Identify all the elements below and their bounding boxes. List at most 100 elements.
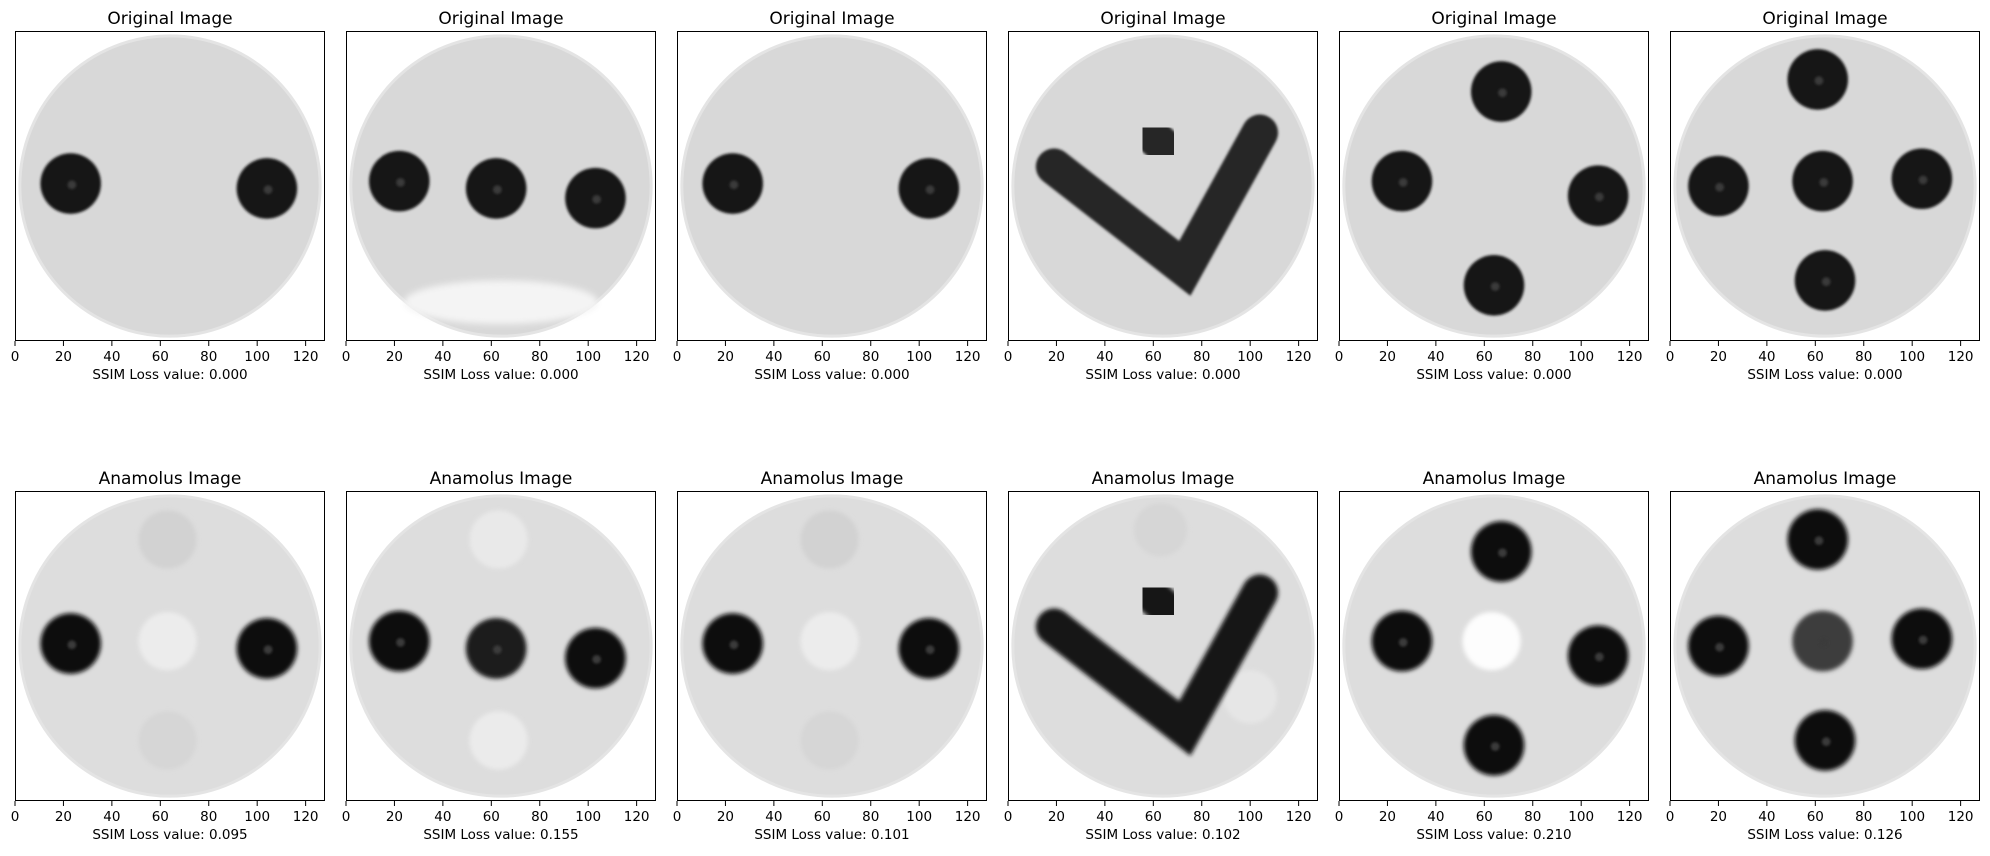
dot-highlight [1715, 642, 1725, 652]
x-tick-label: 60 [1807, 809, 1824, 825]
dot-highlight [592, 194, 602, 204]
x-tick-label: 40 [1427, 809, 1444, 825]
panel: Anamolus Image 0 20 40 60 80 100 120 SSIM Loss v… [1004, 469, 1318, 843]
x-tick-label: 20 [717, 809, 734, 825]
x-tick-label: 120 [624, 809, 650, 825]
x-tick-label: 60 [1145, 349, 1162, 365]
ssim-loss-label: SSIM Loss value: 0.102 [1085, 827, 1240, 843]
dot-highlight [396, 638, 405, 647]
panel: Anamolus Image 0 20 40 60 80 100 120 SSIM Loss v… [673, 469, 987, 843]
x-tick-label: 80 [1855, 349, 1872, 365]
x-tick-label: 100 [1899, 349, 1925, 365]
dot-highlight [1498, 88, 1507, 98]
dot-highlight [592, 654, 602, 664]
x-tick-label: 0 [1666, 349, 1675, 365]
ghost-dot [138, 612, 197, 671]
x-tick-label: 60 [1145, 809, 1162, 825]
x-tick-label: 40 [1427, 349, 1444, 365]
x-tick-label: 0 [342, 349, 351, 365]
ghost-dot [469, 510, 528, 569]
panel-grid: Original Image 0 20 40 60 80 100 120 SSIM Loss v… [11, 9, 1980, 843]
panel-image [1339, 31, 1649, 341]
x-tick-label: 120 [1617, 809, 1643, 825]
dot-highlight [1918, 175, 1928, 185]
ssim-loss-label: SSIM Loss value: 0.000 [92, 367, 247, 383]
x-tick-label: 20 [1048, 809, 1065, 825]
dot-highlight [263, 185, 273, 194]
panel: Original Image 0 20 40 60 80 100 120 SSIM Loss v… [11, 9, 325, 383]
dot-highlight [1490, 282, 1500, 291]
dot-highlight [1918, 635, 1928, 645]
x-tick-label: 100 [244, 809, 270, 825]
x-tick-label: 100 [1237, 809, 1263, 825]
axes-frame [1670, 491, 1980, 801]
x-tick-label: 40 [765, 809, 782, 825]
x-tick-label: 0 [673, 349, 682, 365]
axes-frame [1008, 31, 1318, 341]
x-tick-label: 40 [103, 809, 120, 825]
dot-highlight [67, 180, 77, 190]
axes-frame [346, 491, 656, 801]
panel: Original Image 0 20 40 60 80 100 120 SSIM Loss v… [1004, 9, 1318, 383]
panel: Anamolus Image 0 20 40 60 80 100 120 SSIM Loss v… [342, 469, 656, 843]
dot-highlight [493, 185, 502, 194]
dot-highlight [729, 180, 739, 190]
x-tick-label: 120 [1286, 349, 1312, 365]
axes-frame [677, 491, 987, 801]
ghost-dot [469, 711, 528, 770]
panel-title: Original Image [769, 9, 894, 29]
dish-disk [1342, 34, 1646, 338]
ssim-loss-label: SSIM Loss value: 0.210 [1416, 827, 1571, 843]
x-tick-label: 80 [1855, 809, 1872, 825]
panel-title: Anamolus Image [761, 469, 904, 489]
x-tick-label: 100 [1237, 349, 1263, 365]
x-tick-label: 0 [1666, 809, 1675, 825]
ghost-dot [138, 711, 197, 770]
x-tick-label: 80 [1524, 349, 1541, 365]
x-tick-label: 80 [1524, 809, 1541, 825]
checkmark-nub [1130, 574, 1187, 628]
ssim-loss-label: SSIM Loss value: 0.095 [92, 827, 247, 843]
ssim-loss-label: SSIM Loss value: 0.000 [1085, 367, 1240, 383]
ssim-loss-label: SSIM Loss value: 0.000 [1416, 367, 1571, 383]
x-tick-label: 20 [55, 809, 72, 825]
dish-disk [18, 34, 322, 338]
x-tick-label: 40 [1758, 349, 1775, 365]
panel-image [346, 491, 656, 801]
dot-highlight [1821, 277, 1831, 287]
x-tick-label: 40 [434, 809, 451, 825]
x-tick-label: 0 [1004, 349, 1013, 365]
x-tick-label: 60 [483, 349, 500, 365]
panel-image [1670, 491, 1980, 801]
x-tick-label: 20 [1379, 809, 1396, 825]
x-tick-label: 100 [575, 349, 601, 365]
x-tick-label: 100 [575, 809, 601, 825]
panel-image [1670, 31, 1980, 341]
panel-title: Anamolus Image [1423, 469, 1566, 489]
dish-disk [680, 34, 984, 338]
dot-highlight [1398, 638, 1408, 647]
panel-image [1339, 491, 1649, 801]
ssim-loss-label: SSIM Loss value: 0.000 [1747, 367, 1902, 383]
checkmark-stroke [1035, 114, 1279, 296]
x-tick-label: 80 [200, 349, 217, 365]
x-tick-label: 0 [1004, 809, 1013, 825]
axes-frame [346, 31, 656, 341]
dot-highlight [1819, 178, 1829, 187]
x-tick-label: 20 [55, 349, 72, 365]
x-tick-label: 60 [152, 349, 169, 365]
ssim-loss-label: SSIM Loss value: 0.101 [754, 827, 909, 843]
dot-highlight [67, 640, 77, 650]
x-tick-label: 100 [1568, 349, 1594, 365]
panel-title: Anamolus Image [99, 469, 242, 489]
ghost-dot [1223, 670, 1277, 724]
x-tick-label: 20 [1710, 349, 1727, 365]
x-tick-label: 20 [1048, 349, 1065, 365]
dot-highlight [1814, 76, 1824, 86]
x-tick-label: 20 [717, 349, 734, 365]
x-tick-label: 120 [624, 349, 650, 365]
panel: Original Image 0 20 40 60 80 100 120 SSIM Loss v… [342, 9, 656, 383]
panel-image [677, 491, 987, 801]
dot-highlight [1594, 652, 1604, 662]
